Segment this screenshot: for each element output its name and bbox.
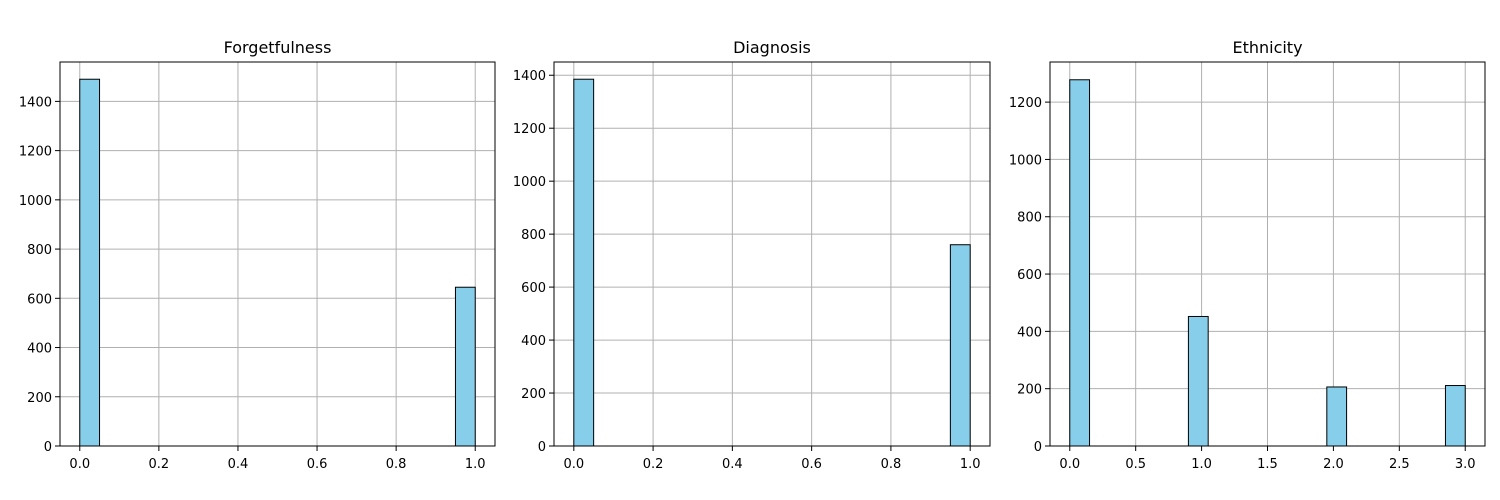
y-tick-label: 800: [1017, 211, 1042, 226]
y-tick-label: 1200: [513, 122, 546, 137]
histogram-bar: [1069, 79, 1091, 447]
subplot-diagnosis: 0.0 0.2 0.4 0.6 0.8 1.0 0 200 400 600 800 1000 1200 1…: [513, 38, 991, 472]
subplot-title: Ethnicity: [1232, 38, 1302, 57]
y-tick-label: 800: [521, 228, 546, 243]
x-tick-label: 0.2: [643, 457, 664, 472]
y-tick-label: 600: [521, 281, 546, 296]
y-tick-label: 1200: [1009, 96, 1042, 111]
y-tick-label: 1000: [513, 175, 546, 190]
x-tick-label: 2.5: [1389, 457, 1410, 472]
y-tick-label: 600: [27, 292, 52, 307]
x-tick-label: 1.5: [1257, 457, 1278, 472]
y-tick-label: 200: [1017, 383, 1042, 398]
y-tick-label: 600: [1017, 268, 1042, 283]
subplot-title: Forgetfulness: [224, 38, 332, 57]
subplot-ethnicity: 0.0 0.5 1.0 1.5 2.0 2.5 3.0 0 200 400 600 800 1000 12…: [1009, 38, 1486, 472]
y-tick-label: 1000: [19, 194, 52, 209]
x-tick-label: 0.0: [563, 457, 584, 472]
x-tick-label: 1.0: [960, 457, 981, 472]
y-tick-label: 1400: [19, 95, 52, 110]
y-tick-label: 400: [1017, 325, 1042, 340]
y-tick-label: 1400: [513, 69, 546, 84]
x-tick-label: 0.0: [69, 457, 90, 472]
axes-frame: [59, 61, 496, 447]
x-tick-label: 0.6: [307, 457, 328, 472]
x-tick-label: 0.2: [149, 457, 170, 472]
x-tick-label: 0.5: [1125, 457, 1146, 472]
y-tick-label: 400: [27, 342, 52, 357]
x-tick-label: 2.0: [1323, 457, 1344, 472]
y-tick-label: 1200: [19, 145, 52, 160]
x-tick-label: 0.4: [228, 457, 249, 472]
y-tick-label: 200: [27, 391, 52, 406]
y-tick-label: 800: [27, 243, 52, 258]
y-tick-label: 0: [538, 440, 546, 455]
histogram-bar: [1444, 385, 1466, 447]
x-tick-label: 3.0: [1455, 457, 1476, 472]
x-tick-label: 0.8: [881, 457, 902, 472]
histogram-bar: [573, 78, 595, 447]
subplot-title: Diagnosis: [733, 38, 811, 57]
x-tick-label: 1.0: [465, 457, 486, 472]
y-tick-label: 1000: [1009, 153, 1042, 168]
subplot-forgetfulness: 0.0 0.2 0.4 0.6 0.8 1.0 0 200 400 600 800 1000 1200 1…: [19, 38, 496, 472]
y-tick-label: 400: [521, 334, 546, 349]
histogram-bar: [1326, 386, 1348, 447]
x-tick-label: 0.8: [386, 457, 407, 472]
histogram-bar: [79, 78, 101, 447]
histogram-bar: [454, 286, 476, 447]
histogram-bar: [949, 244, 971, 447]
histogram-bar: [1187, 315, 1209, 447]
y-tick-label: 0: [44, 440, 52, 455]
x-tick-label: 0.4: [722, 457, 743, 472]
x-tick-label: 0.6: [801, 457, 822, 472]
y-tick-label: 0: [1034, 440, 1042, 455]
x-tick-label: 0.0: [1059, 457, 1080, 472]
y-tick-label: 200: [521, 387, 546, 402]
axes-frame: [553, 61, 991, 447]
x-tick-label: 1.0: [1191, 457, 1212, 472]
